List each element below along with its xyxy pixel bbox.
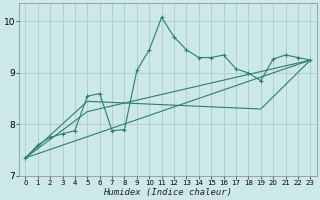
X-axis label: Humidex (Indice chaleur): Humidex (Indice chaleur) — [103, 188, 232, 197]
